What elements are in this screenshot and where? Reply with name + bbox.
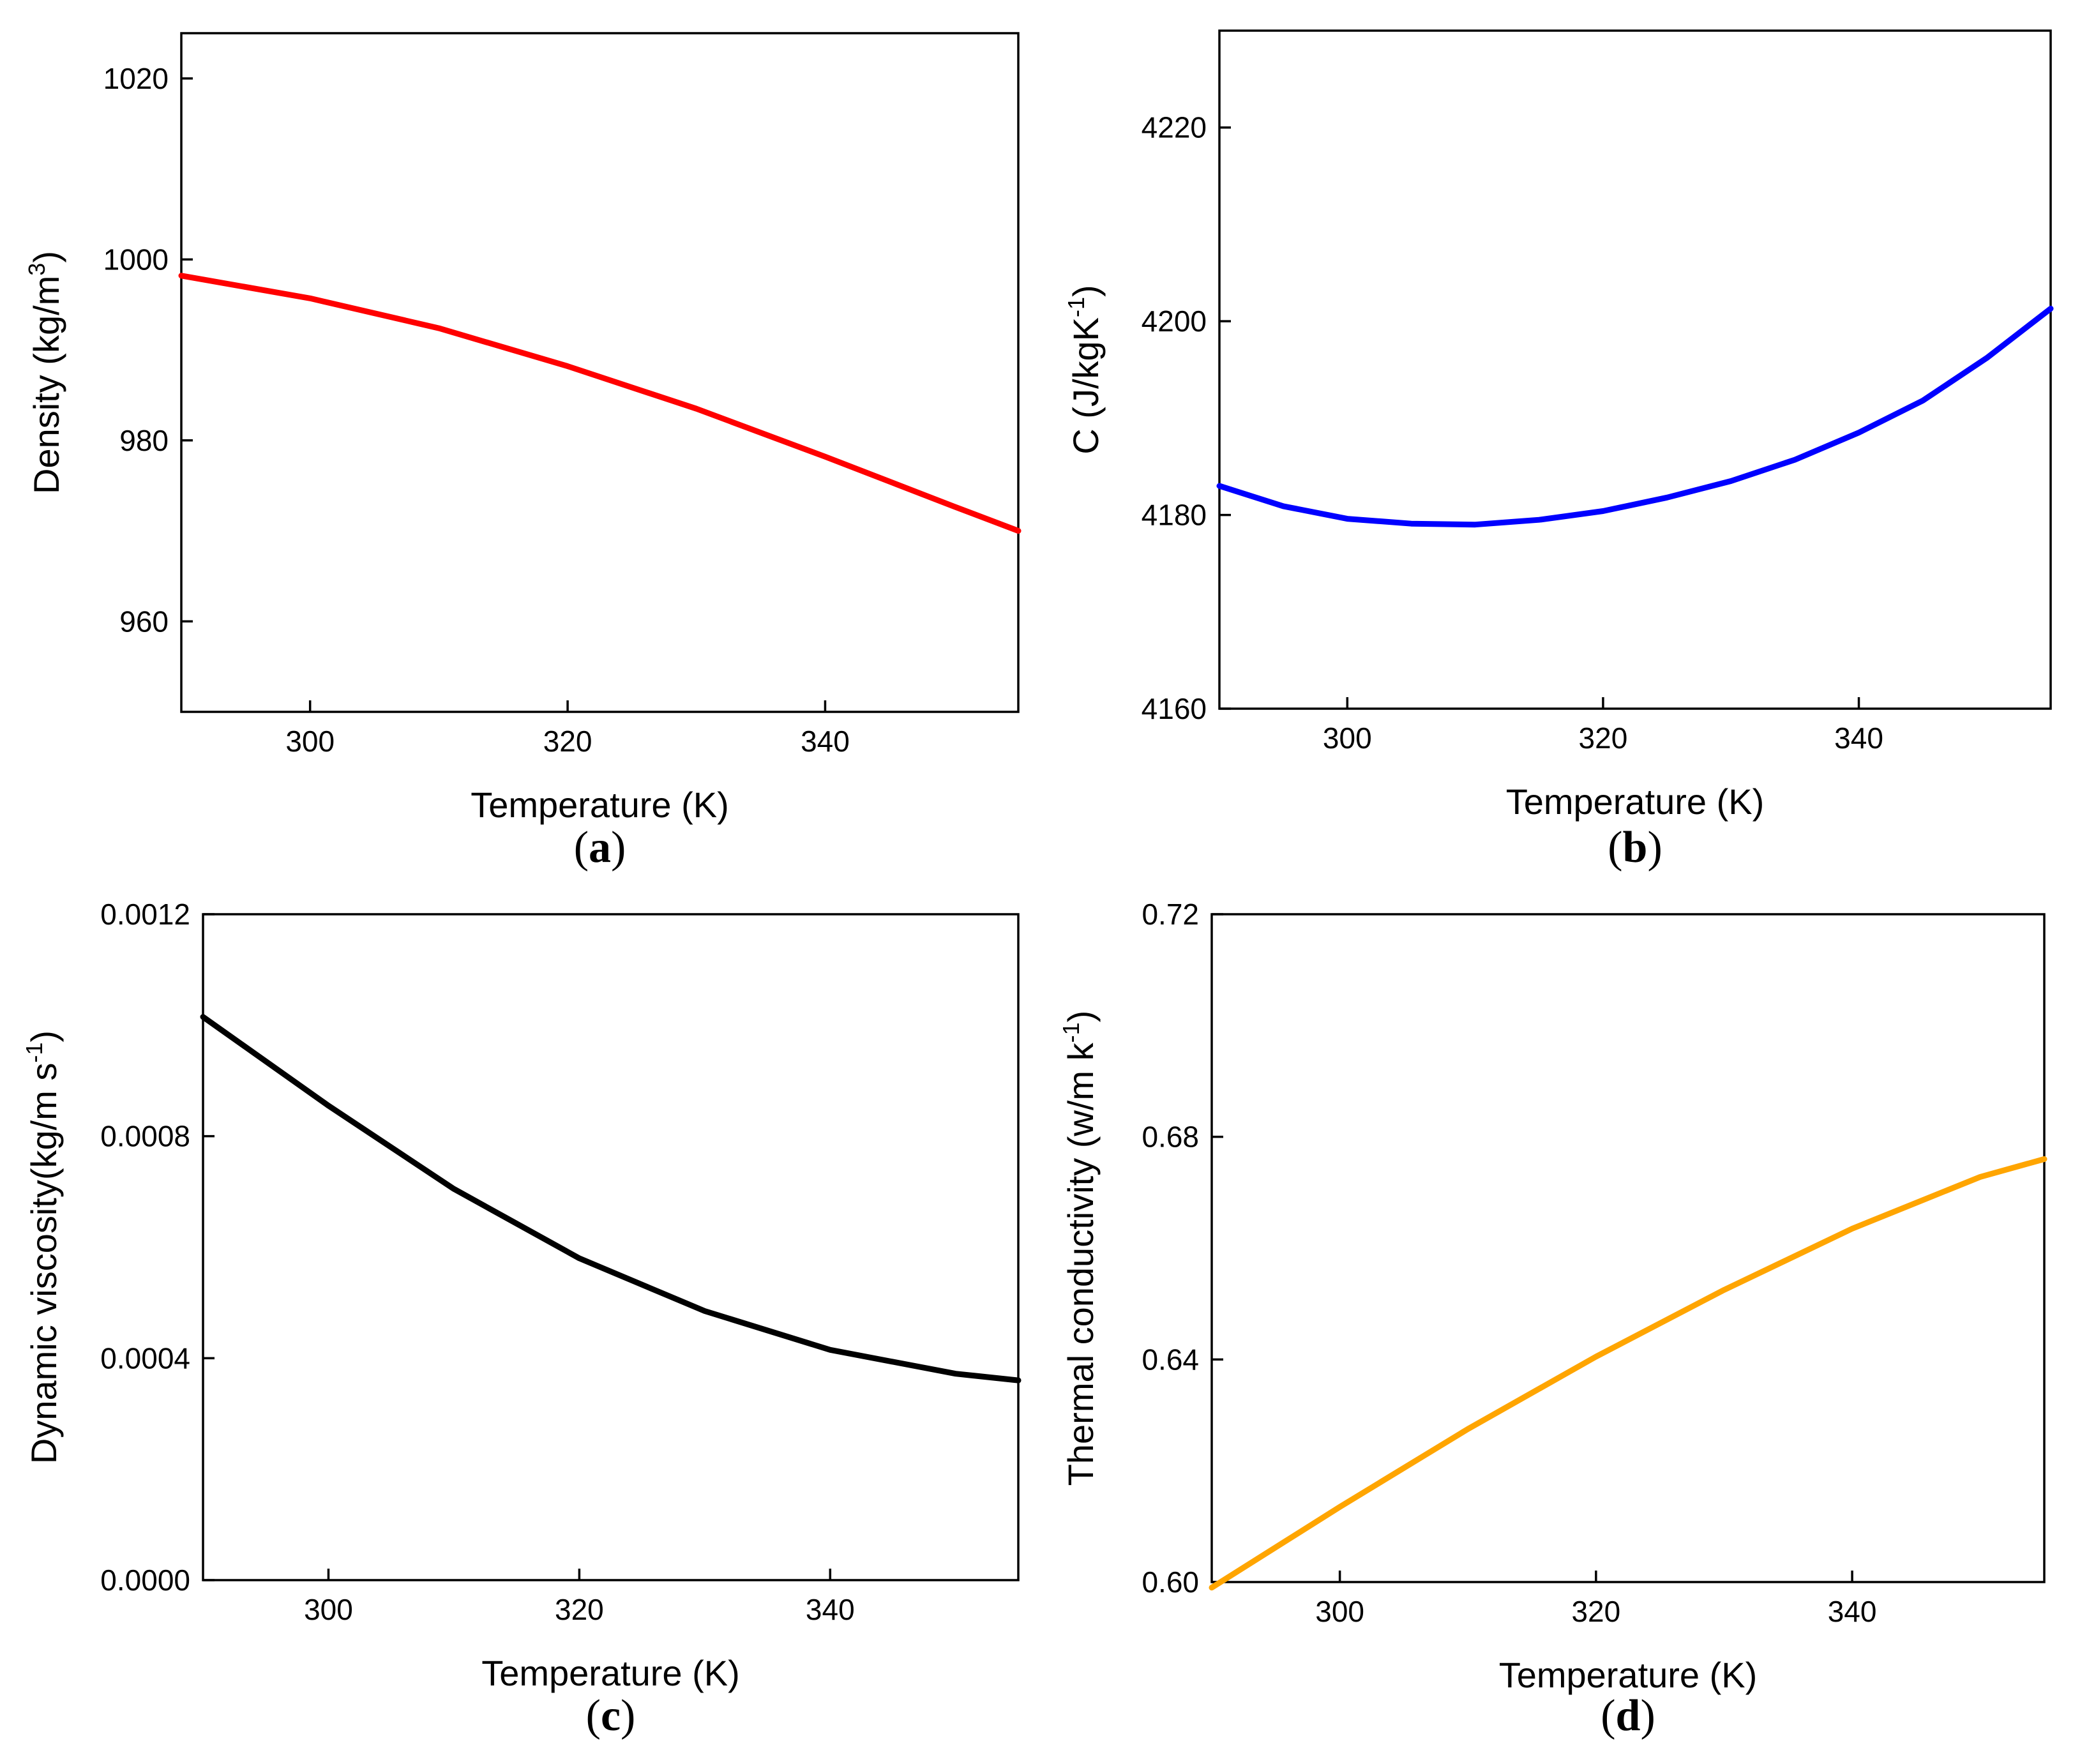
x-axis-title: Temperature (K) [1506, 781, 1765, 822]
x-tick-label: 320 [1571, 1595, 1620, 1628]
y-axis-title-sup: -1 [1058, 1022, 1084, 1043]
y-tick-label: 4180 [1142, 499, 1207, 532]
x-tick-label: 340 [1828, 1595, 1877, 1628]
y-tick-label: 0.60 [1142, 1565, 1199, 1599]
y-axis-title-sup: -1 [1063, 297, 1089, 317]
chart-panel-c: 300 320 340 0.0000 0.0004 0.0008 0.0012 Tempera… [21, 898, 1021, 1740]
chart-panels: 300 320 340 960 980 1000 1020 Temperature (K) De… [21, 29, 2054, 1740]
y-tick-label: 0.0012 [100, 898, 190, 931]
y-axis-title-sup: 3 [24, 263, 50, 276]
y-tick-label: 0.64 [1142, 1343, 1199, 1376]
plot-area-frame [1218, 29, 2052, 710]
y-tick-label: 0.72 [1142, 898, 1199, 931]
y-tick-label: 0.0000 [100, 1564, 190, 1597]
x-tick-label: 320 [543, 725, 592, 758]
x-tick-label: 320 [1579, 721, 1628, 755]
chart-panel-b: 300 320 340 4160 4180 4200 4220 Temperature (K)… [1063, 29, 2054, 872]
y-tick-label: 4220 [1142, 111, 1207, 144]
y-axis-title-sup: -1 [21, 1043, 47, 1063]
panel-letter: b [1623, 823, 1648, 872]
y-tick-label: 0.0008 [100, 1120, 190, 1153]
series-line-c [200, 1014, 1021, 1383]
y-axis-title-tail: ) [24, 1030, 64, 1043]
series-line-b [1216, 305, 2054, 528]
y-axis-title-base: Dynamic viscosity(kg/m s [24, 1063, 64, 1465]
x-tick-label: 340 [806, 1593, 855, 1626]
plot-area-frame [1210, 913, 2046, 1583]
y-tick-label: 980 [119, 424, 169, 457]
panel-letter: d [1616, 1691, 1641, 1740]
x-tick-label: 320 [555, 1593, 604, 1626]
panel-label: (a) [574, 823, 626, 872]
plot-area-frame [202, 913, 1020, 1581]
y-tick-label: 1020 [103, 62, 169, 95]
y-tick-label: 1000 [103, 243, 169, 276]
x-axis-title: Temperature (K) [471, 785, 729, 825]
x-tick-label: 300 [1315, 1595, 1364, 1628]
x-tick-label: 340 [1834, 721, 1883, 755]
series-line-a [178, 273, 1021, 534]
panel-letter: a [589, 823, 611, 872]
y-axis-title: Thermal conductivity (w/m k-1) [1058, 1011, 1101, 1486]
chart-panel-a: 300 320 340 960 980 1000 1020 Temperature (K) De… [24, 32, 1021, 872]
panel-letter: c [601, 1691, 621, 1740]
panel-label: (b) [1608, 823, 1662, 872]
y-axis-title-base: Thermal conductivity (w/m k [1060, 1042, 1101, 1486]
y-axis-title: C (J/kgK-1) [1063, 285, 1106, 454]
panel-label: (d) [1601, 1691, 1655, 1740]
y-axis-title-tail: ) [1066, 285, 1106, 297]
y-tick-label: 0.0004 [100, 1341, 190, 1375]
y-axis-title-tail: ) [1060, 1011, 1101, 1023]
y-axis-title-base: Density (kg/m [26, 276, 66, 494]
plot-area-frame [180, 32, 1020, 713]
y-tick-label: 4200 [1142, 305, 1207, 338]
x-tick-label: 300 [1323, 721, 1372, 755]
series-line-d [1209, 1156, 2047, 1591]
x-tick-label: 340 [801, 725, 850, 758]
y-tick-label: 960 [119, 605, 169, 638]
panel-label: (c) [586, 1691, 636, 1740]
x-tick-label: 300 [304, 1593, 353, 1626]
y-axis-title: Density (kg/m3) [24, 251, 66, 494]
x-tick-label: 300 [285, 725, 335, 758]
y-axis-title-tail: ) [26, 251, 66, 263]
chart-panel-d: 300 320 340 0.60 0.64 0.68 0.72 Temperature (K)… [1058, 898, 2047, 1740]
y-tick-label: 0.68 [1142, 1120, 1199, 1154]
x-axis-title: Temperature (K) [481, 1653, 740, 1693]
y-tick-label: 4160 [1142, 692, 1207, 725]
x-axis-title: Temperature (K) [1499, 1655, 1758, 1695]
y-axis-title: Dynamic viscosity(kg/m s-1) [21, 1030, 64, 1464]
y-axis-title-base: C (J/kgK [1066, 317, 1106, 455]
